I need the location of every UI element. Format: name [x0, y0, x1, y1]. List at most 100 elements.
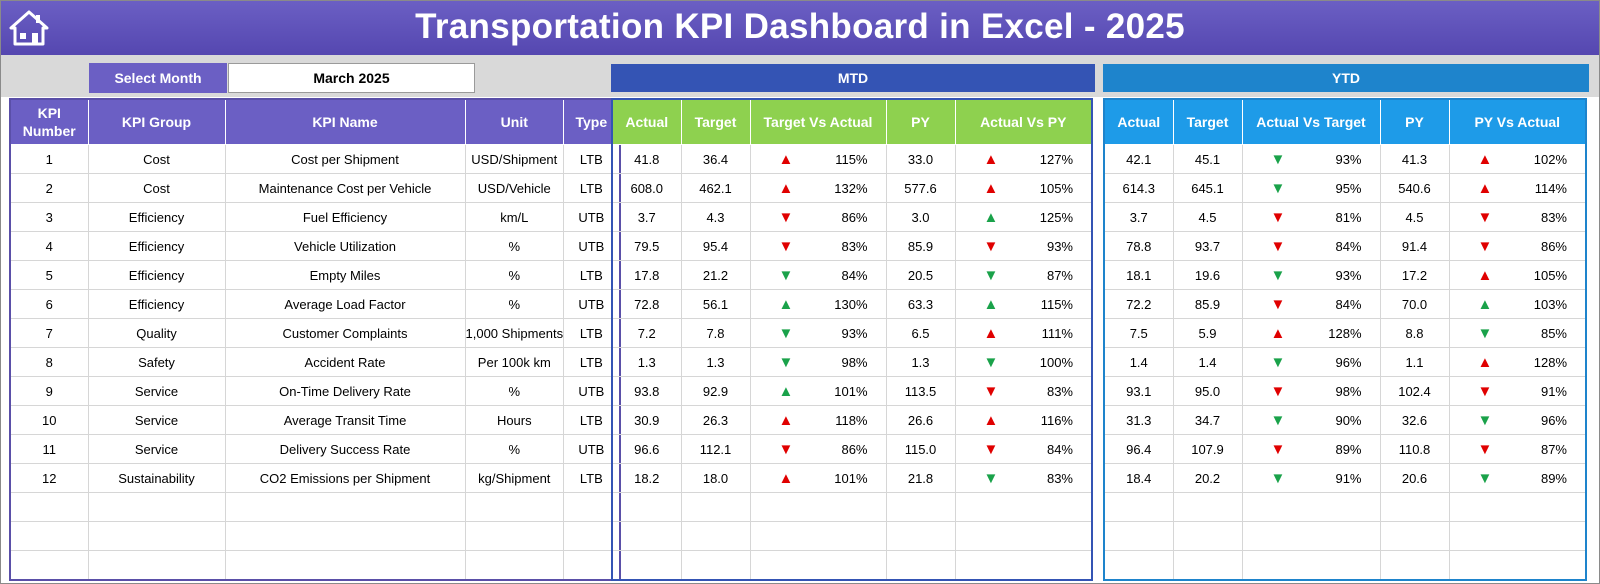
- mtd-py: 20.5: [885, 260, 956, 290]
- percent-value: 86%: [841, 441, 868, 457]
- arrow-down-icon: ▼: [1477, 440, 1493, 458]
- ytd-py: 110.8: [1379, 434, 1450, 464]
- ytd-col-header: PY Vs Actual: [1448, 98, 1587, 145]
- percent-value: 86%: [841, 209, 868, 225]
- arrow-down-icon: ▼: [1477, 208, 1493, 226]
- arrow-down-icon: ▼: [983, 353, 999, 371]
- ytd-comparison-cell: ▼ 93%: [1241, 260, 1381, 290]
- percent-value: 128%: [1328, 325, 1362, 341]
- percent-value: 87%: [1046, 267, 1073, 283]
- table-row: [9, 550, 621, 581]
- percent-value: 96%: [1335, 354, 1362, 370]
- kpi-group: Efficiency: [87, 289, 226, 319]
- mtd-actual: 18.2: [611, 463, 682, 493]
- kpi-number: 11: [9, 434, 89, 464]
- ytd-py: 1.1: [1379, 347, 1450, 377]
- table-row: [611, 550, 1093, 581]
- kpi-name: On-Time Delivery Rate: [224, 376, 466, 406]
- arrow-down-icon: ▼: [778, 208, 794, 226]
- arrow-up-icon: ▲: [1477, 150, 1493, 168]
- mtd-target: 36.4: [680, 144, 751, 174]
- kpi-number: 3: [9, 202, 89, 232]
- arrow-down-icon: ▼: [1270, 440, 1286, 458]
- table-row: 6 Efficiency Average Load Factor% UTB: [9, 289, 621, 319]
- kpi-name: Delivery Success Rate: [224, 434, 466, 464]
- arrow-up-icon: ▲: [983, 324, 999, 342]
- kpi-col-header: KPI Name: [224, 98, 466, 145]
- mtd-py: 63.3: [885, 289, 956, 319]
- kpi-col-header: KPI Number: [9, 98, 89, 145]
- mtd-py: 1.3: [885, 347, 956, 377]
- kpi-unit: km/L: [464, 202, 565, 232]
- arrow-down-icon: ▼: [1270, 353, 1286, 371]
- kpi-type: LTB: [563, 173, 621, 203]
- empty-cell: [885, 521, 956, 551]
- mtd-py: 85.9: [885, 231, 956, 261]
- table-row: 17.8 21.2 ▼ 84% 20.5 ▼ 87%: [611, 260, 1093, 290]
- percent-value: 125%: [1039, 209, 1073, 225]
- kpi-number: 12: [9, 463, 89, 493]
- mtd-py: 6.5: [885, 318, 956, 348]
- kpi-unit: USD/Vehicle: [464, 173, 565, 203]
- mtd-actual: 3.7: [611, 202, 682, 232]
- kpi-name: Vehicle Utilization: [224, 231, 466, 261]
- arrow-down-icon: ▼: [1477, 411, 1493, 429]
- mtd-target: 18.0: [680, 463, 751, 493]
- table-row: [1103, 492, 1587, 522]
- kpi-group: Quality: [87, 318, 226, 348]
- arrow-down-icon: ▼: [1477, 237, 1493, 255]
- empty-cell: [1172, 550, 1243, 581]
- ytd-comparison-cell: ▼ 86%: [1448, 231, 1587, 261]
- mtd-py: 577.6: [885, 173, 956, 203]
- percent-value: 93%: [1335, 267, 1362, 283]
- table-row: 614.3 645.1 ▼ 95% 540.6 ▲ 114%: [1103, 173, 1587, 203]
- ytd-actual: 18.1: [1103, 260, 1174, 290]
- percent-value: 83%: [841, 238, 868, 254]
- empty-cell: [1379, 550, 1450, 581]
- arrow-down-icon: ▼: [1270, 237, 1286, 255]
- arrow-up-icon: ▲: [1477, 266, 1493, 284]
- arrow-up-icon: ▲: [778, 469, 794, 487]
- table-row: [1103, 521, 1587, 551]
- table-row: 10 Service Average Transit Time Hours LTB: [9, 405, 621, 435]
- ytd-target: 5.9: [1172, 318, 1243, 348]
- empty-cell: [749, 550, 887, 581]
- ytd-target: 34.7: [1172, 405, 1243, 435]
- mtd-py: 33.0: [885, 144, 956, 174]
- table-row: [611, 492, 1093, 522]
- home-icon[interactable]: [9, 9, 49, 47]
- empty-cell: [680, 550, 751, 581]
- mtd-comparison-cell: ▼ 86%: [749, 434, 887, 464]
- mtd-comparison-cell: ▲ 125%: [954, 202, 1093, 232]
- arrow-down-icon: ▼: [778, 324, 794, 342]
- mtd-py: 3.0: [885, 202, 956, 232]
- kpi-type: UTB: [563, 376, 621, 406]
- ytd-py: 540.6: [1379, 173, 1450, 203]
- ytd-comparison-cell: ▼ 89%: [1448, 463, 1587, 493]
- percent-value: 81%: [1335, 209, 1362, 225]
- ytd-actual: 3.7: [1103, 202, 1174, 232]
- ytd-actual: 31.3: [1103, 405, 1174, 435]
- mtd-py: 113.5: [885, 376, 956, 406]
- table-row: 2 Cost Maintenance Cost per Vehicle USD/Veh…: [9, 173, 621, 203]
- table-row: 3 Efficiency Fuel Efficiency km/L UTB: [9, 202, 621, 232]
- mtd-comparison-cell: ▼ 93%: [749, 318, 887, 348]
- ytd-target: 85.9: [1172, 289, 1243, 319]
- ytd-actual: 96.4: [1103, 434, 1174, 464]
- arrow-down-icon: ▼: [983, 469, 999, 487]
- mtd-col-header: Actual: [611, 98, 682, 145]
- arrow-down-icon: ▼: [1270, 411, 1286, 429]
- empty-cell: [464, 550, 565, 581]
- table-row: 3.7 4.3 ▼ 86% 3.0 ▲ 125%: [611, 202, 1093, 232]
- percent-value: 95%: [1335, 180, 1362, 196]
- empty-cell: [224, 521, 466, 551]
- ytd-comparison-cell: ▼ 91%: [1448, 376, 1587, 406]
- percent-value: 83%: [1046, 383, 1073, 399]
- ytd-table: Actual Target Actual Vs Target PY PY Vs Actu…: [1103, 98, 1587, 581]
- ytd-band: YTD: [1103, 64, 1589, 92]
- ytd-comparison-cell: ▼ 90%: [1241, 405, 1381, 435]
- month-dropdown[interactable]: March 2025: [228, 63, 475, 93]
- empty-cell: [1172, 492, 1243, 522]
- kpi-col-header: KPI Group: [87, 98, 226, 145]
- empty-cell: [9, 492, 89, 522]
